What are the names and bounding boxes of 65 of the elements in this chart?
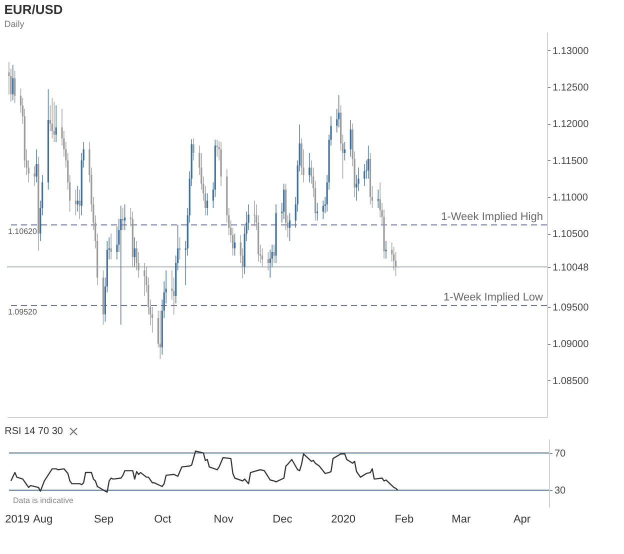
candlestick [316, 202, 318, 221]
candlestick [134, 236, 136, 268]
x-tick-label: 2019 [5, 514, 30, 526]
candlestick [273, 244, 275, 264]
candlestick [261, 248, 264, 268]
annotation: 1.10620 [8, 226, 38, 236]
candlestick [254, 200, 256, 227]
annotation: 1.09520 [8, 308, 38, 317]
candlestick [12, 64, 14, 101]
candlestick [110, 233, 112, 260]
line-series [10, 450, 398, 493]
candlestick [34, 166, 36, 186]
y-tick-label: 1.13000 [552, 46, 590, 57]
x-tick-label: Mar [452, 514, 471, 526]
chart-subtitle: Daily [4, 19, 25, 29]
candlestick [74, 189, 77, 216]
chart-title: EUR/USD [4, 2, 63, 17]
candlestick [14, 70, 16, 104]
x-tick-label: Feb [394, 514, 414, 526]
candlestick [288, 212, 291, 242]
candlestick [122, 208, 124, 230]
candlestick [206, 192, 208, 216]
y-tick-label: 1.10048 [552, 262, 590, 274]
x-tick-label: Sep [94, 514, 114, 526]
candlestick [308, 152, 310, 183]
candlestick [124, 204, 126, 230]
y-tick-label: 1.10500 [552, 229, 590, 240]
candlestick [267, 252, 269, 271]
x-tick-label: Oct [154, 514, 172, 526]
x-tick-label: Nov [214, 514, 234, 526]
candlestick [144, 262, 146, 296]
x-tick-label: Dec [272, 514, 293, 526]
x-tick-label: 2020 [331, 514, 356, 526]
y-tick-label: 1.11000 [552, 192, 588, 204]
y-tick-label: 70 [554, 448, 566, 460]
candlestick [120, 205, 122, 325]
candlestick [53, 101, 55, 142]
candlestick [179, 236, 181, 260]
ref-line-label: 1-Week Implied High [441, 210, 543, 223]
y-tick-label: 1.12500 [552, 82, 590, 94]
chart-title: RSI 14 70 30 [4, 426, 64, 437]
x-tick-label: Apr [513, 514, 531, 526]
candlestick [234, 233, 236, 256]
annotation: Data is indicative [13, 496, 74, 505]
candlestick [192, 138, 194, 161]
candlestick [283, 183, 285, 220]
y-tick-label: 1.09000 [552, 339, 590, 350]
candlestick [216, 139, 218, 158]
y-tick-label: 1.12000 [552, 119, 590, 130]
candlestick [385, 240, 387, 259]
y-tick-label: 1.11500 [552, 156, 588, 167]
candlestick [368, 145, 370, 180]
ref-line-label: 1-Week Implied Low [444, 292, 544, 304]
candlestick [78, 189, 80, 220]
y-tick-label: 1.09500 [552, 302, 590, 314]
candlestick [344, 142, 346, 161]
candlestick [350, 120, 352, 158]
candlestick [159, 310, 161, 360]
y-tick-label: 1.08500 [552, 376, 590, 387]
candlestick [36, 148, 38, 183]
candlestick [377, 189, 379, 208]
candlestick [76, 186, 78, 212]
x-tick-label: Aug [33, 514, 53, 526]
candlestick [51, 98, 53, 139]
y-tick-label: 30 [554, 486, 566, 497]
